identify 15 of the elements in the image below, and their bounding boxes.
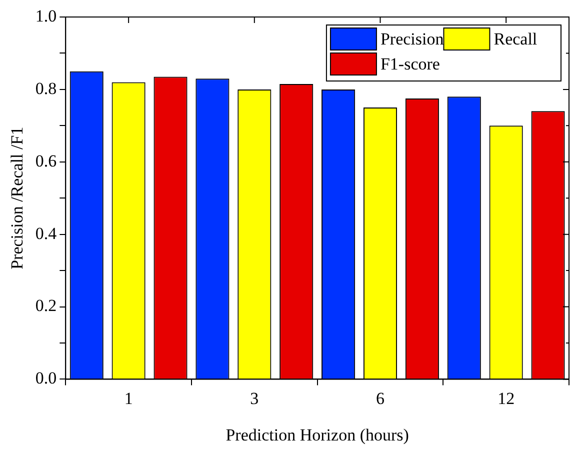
legend-label: F1-score [380, 54, 440, 74]
x-tick-label: 3 [250, 388, 259, 408]
x-tick-label: 6 [376, 388, 384, 408]
legend-label: Precision [380, 29, 444, 48]
y-axis-title: Precision /Recall /F1 [8, 126, 27, 270]
legend-label: Recall [494, 29, 538, 48]
x-tick-label: 12 [498, 388, 515, 408]
y-tick-label: 0.8 [35, 78, 57, 98]
y-tick-label: 0.0 [35, 368, 57, 388]
y-tick-label: 1.0 [35, 6, 57, 26]
y-tick-label: 0.6 [35, 151, 57, 170]
x-tick-label: 1 [124, 388, 133, 408]
y-tick-label: 0.4 [35, 224, 58, 243]
y-tick-label: 0.2 [35, 296, 57, 316]
x-axis-title: Prediction Horizon (hours) [226, 425, 409, 444]
